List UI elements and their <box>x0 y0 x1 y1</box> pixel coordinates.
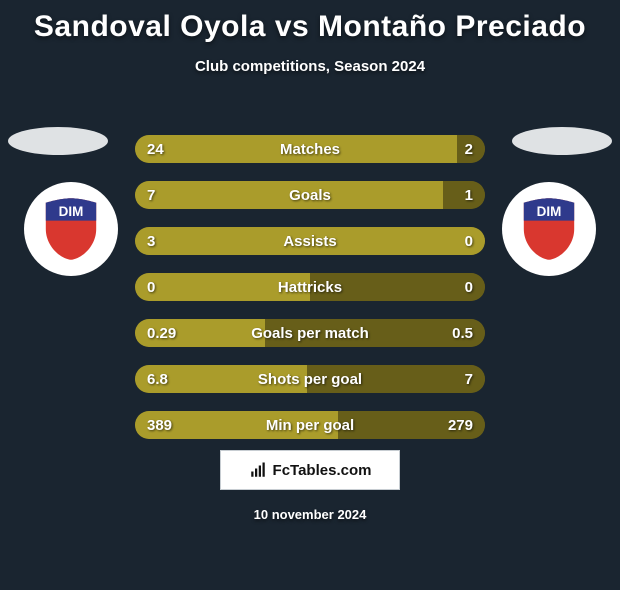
stat-value-right: 0.5 <box>440 319 485 347</box>
brand-badge: FcTables.com <box>220 450 400 490</box>
club-logo-left: DIM <box>24 182 118 276</box>
page-subtitle: Club competitions, Season 2024 <box>0 58 620 75</box>
brand-text: FcTables.com <box>273 462 372 479</box>
stat-value-right: 0 <box>453 273 485 301</box>
stat-value-left: 24 <box>135 135 176 163</box>
svg-text:DIM: DIM <box>537 204 562 219</box>
footer-date: 10 november 2024 <box>0 507 620 522</box>
shield-icon: DIM <box>43 198 99 260</box>
stat-value-left: 389 <box>135 411 184 439</box>
chart-icon <box>249 461 267 479</box>
shield-icon: DIM <box>521 198 577 260</box>
stat-label: Shots per goal <box>135 365 485 393</box>
stat-label: Hattricks <box>135 273 485 301</box>
stat-label: Matches <box>135 135 485 163</box>
stat-value-right: 7 <box>453 365 485 393</box>
stat-row: Hattricks0 0 <box>135 273 485 301</box>
page-title: Sandoval Oyola vs Montaño Preciado <box>0 10 620 44</box>
stat-value-left: 7 <box>135 181 167 209</box>
stat-row: Shots per goal6.8 7 <box>135 365 485 393</box>
stat-label: Assists <box>135 227 485 255</box>
stat-value-left: 3 <box>135 227 167 255</box>
stat-row: Matches24 2 <box>135 135 485 163</box>
stat-row: Min per goal389 279 <box>135 411 485 439</box>
svg-text:DIM: DIM <box>59 204 84 219</box>
stat-label: Min per goal <box>135 411 485 439</box>
stat-row: Assists3 0 <box>135 227 485 255</box>
stats-bars-container: Matches242Goals71Assists30Hattricks00Goa… <box>135 135 485 457</box>
stat-value-left: 0 <box>135 273 167 301</box>
player-shadow-right <box>512 127 612 155</box>
stat-value-right: 279 <box>436 411 485 439</box>
stat-value-right: 1 <box>453 181 485 209</box>
stat-value-left: 6.8 <box>135 365 180 393</box>
stat-value-right: 0 <box>453 227 485 255</box>
stat-row: Goals per match0.290.5 <box>135 319 485 347</box>
player-shadow-left <box>8 127 108 155</box>
stat-label: Goals <box>135 181 485 209</box>
stat-value-right: 2 <box>453 135 485 163</box>
stat-row: Goals7 1 <box>135 181 485 209</box>
club-logo-right: DIM <box>502 182 596 276</box>
stat-value-left: 0.29 <box>135 319 188 347</box>
